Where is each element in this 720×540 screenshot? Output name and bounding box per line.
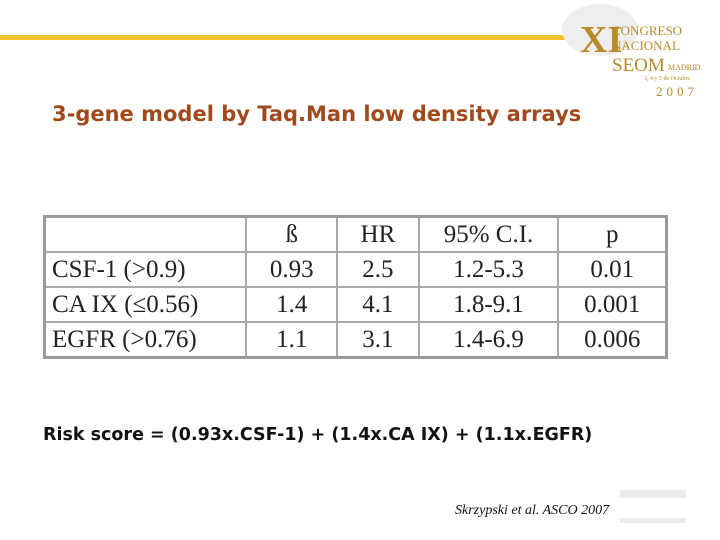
formula: Risk score = (0.93x.CSF-1) + (1.4x.CA IX… (43, 425, 593, 445)
decoration (620, 490, 686, 498)
citation: Skrzypski et al. ASCO 2007 (455, 503, 610, 518)
results-table: ß HR 95% C.I. p CSF-1 (>0.9) 0.93 2.5 1.2-5.3 0.… (43, 215, 668, 359)
value-cell: 2.5 (336, 251, 420, 288)
header-cell: 95% C.I. (417, 215, 560, 253)
header-cell: p (557, 215, 668, 253)
value-cell: 3.1 (336, 321, 420, 359)
header-row: ß HR 95% C.I. p (43, 215, 668, 253)
value-cell: 1.8-9.1 (417, 286, 560, 323)
value-cell: 1.4 (245, 286, 339, 323)
value-cell: 0.006 (557, 321, 668, 359)
data-row: CA IX (≤0.56) 1.4 4.1 1.8-9.1 0.001 (43, 286, 668, 323)
logo-shadow (562, 4, 638, 56)
value-cell: 0.001 (557, 286, 668, 323)
value-cell: 4.1 (336, 286, 420, 323)
value-cell: 1.2-5.3 (417, 251, 560, 288)
slide-title: 3-gene model by Taq.Man low density arra… (52, 102, 582, 126)
header-cell: ß (245, 215, 339, 253)
data-row: EGFR (>0.76) 1.1 3.1 1.4-6.9 0.006 (43, 321, 668, 359)
logo-year: 2007 (656, 84, 698, 99)
logo-society: SEOM (612, 55, 665, 76)
gene-cell: CSF-1 (>0.9) (43, 251, 248, 288)
data-row: CSF-1 (>0.9) 0.93 2.5 1.2-5.3 0.01 (43, 251, 668, 288)
gene-cell: CA IX (≤0.56) (43, 286, 248, 323)
logo-line2: NACIONAL (612, 38, 680, 53)
header-cell: HR (336, 215, 420, 253)
logo-numeral: XI (580, 19, 622, 61)
value-cell: 0.01 (557, 251, 668, 288)
gene-cell: EGFR (>0.76) (43, 321, 248, 359)
congress-logo: XI CONGRESO NACIONAL SEOM MADRID 3, 4 y … (562, 4, 701, 99)
value-cell: 1.1 (245, 321, 339, 359)
corner-cell (43, 215, 248, 253)
header-rule (0, 35, 578, 40)
value-cell: 0.93 (245, 251, 339, 288)
logo-dates: 3, 4 y 5 de Octubre (644, 76, 690, 82)
logo-city: MADRID (668, 63, 701, 72)
decoration (620, 518, 686, 523)
value-cell: 1.4-6.9 (417, 321, 560, 359)
logo-line1: CONGRESO (612, 23, 682, 38)
